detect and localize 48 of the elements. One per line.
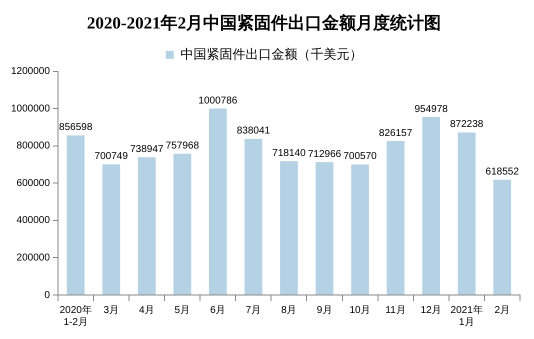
- data-label: 872238: [450, 119, 484, 130]
- bar: [458, 132, 476, 294]
- y-tick-label: 400000: [16, 215, 50, 226]
- bar: [173, 154, 192, 294]
- y-tick-label: 1000000: [10, 103, 50, 114]
- x-tick-label: 9月: [316, 304, 332, 316]
- x-tick-label: 3月: [103, 304, 120, 316]
- bar: [422, 117, 440, 294]
- x-tick-label: 12月: [420, 304, 442, 316]
- data-label: 757968: [166, 140, 200, 152]
- bar: [493, 180, 512, 294]
- y-tick-label: 200000: [16, 252, 50, 264]
- x-tick-label: 8月: [281, 304, 297, 316]
- y-tick-label: 600000: [16, 178, 50, 189]
- x-tick-label: 4月: [139, 304, 155, 316]
- legend-label: 中国紧固件出口金额（千美元）: [180, 46, 362, 62]
- bar: [138, 157, 156, 294]
- data-label: 700570: [343, 151, 378, 162]
- x-tick-label: 10月: [349, 304, 371, 316]
- bar: [208, 108, 227, 294]
- x-tick-label: 7月: [246, 304, 262, 316]
- data-label: 738947: [130, 144, 164, 156]
- bar: [386, 141, 404, 294]
- x-tick-label: 2021年 1月: [450, 304, 483, 328]
- x-tick-label: 5月: [174, 304, 190, 316]
- y-tick-label: 0: [44, 290, 50, 301]
- bar: [66, 135, 85, 294]
- data-label: 826157: [378, 128, 413, 139]
- data-label: 718140: [272, 148, 306, 159]
- y-tick-label: 1200000: [10, 66, 50, 78]
- bar: [351, 164, 369, 294]
- x-tick-label: 6月: [210, 304, 226, 316]
- bar: [244, 138, 262, 294]
- y-tick-label: 800000: [16, 140, 50, 152]
- x-tick-label: 11月: [385, 304, 406, 316]
- bar: [316, 162, 334, 294]
- data-label: 712966: [308, 148, 342, 160]
- data-label: 700749: [94, 151, 128, 162]
- data-label: 618552: [486, 166, 520, 178]
- data-label: 856598: [59, 122, 93, 134]
- bar: [280, 161, 298, 294]
- bar: [102, 164, 120, 294]
- data-label: 838041: [236, 126, 271, 137]
- chart-title: 2020-2021年2月中国紧固件出口金额月度统计图: [86, 14, 442, 33]
- data-label: 1000786: [198, 95, 238, 106]
- x-tick-label: 2月: [494, 304, 510, 316]
- x-tick-label: 2020年 1-2月: [60, 304, 92, 328]
- data-label: 954978: [414, 104, 448, 115]
